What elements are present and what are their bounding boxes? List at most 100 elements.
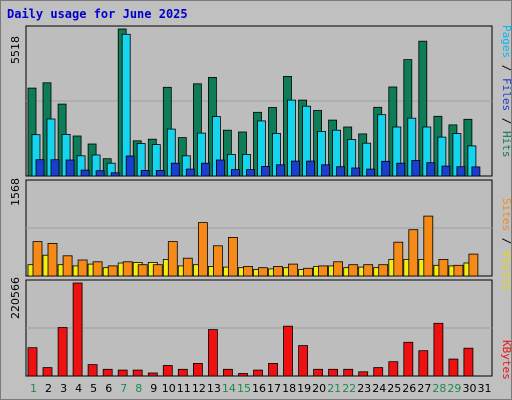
bar-sites-day-15	[243, 266, 253, 277]
bar-sites-day-16	[258, 267, 268, 277]
panel-visits-side-legend: Sites / Visits	[500, 198, 512, 291]
x-tick-day-10: 10	[162, 382, 176, 395]
bar-pages-day-19	[306, 160, 316, 177]
x-tick-day-25: 25	[387, 382, 401, 395]
bars	[27, 28, 481, 377]
bar-kbytes-day-27	[418, 350, 429, 377]
x-tick-day-7: 7	[120, 382, 127, 395]
legend-separator: /	[500, 58, 512, 78]
bar-sites-day-29	[453, 264, 464, 277]
x-tick-day-12: 12	[192, 382, 206, 395]
bar-kbytes-day-3	[57, 327, 68, 377]
bar-pages-day-2	[50, 159, 60, 177]
bar-sites-day-6	[107, 265, 118, 277]
bar-kbytes-day-18	[283, 325, 293, 377]
bar-kbytes-day-14	[222, 368, 233, 377]
x-tick-day-22: 22	[342, 382, 356, 395]
bar-pages-day-7	[125, 155, 135, 177]
bar-sites-day-25	[393, 241, 404, 277]
bar-kbytes-day-25	[388, 361, 399, 377]
x-tick-day-28: 28	[432, 382, 446, 395]
bar-kbytes-day-26	[403, 341, 414, 377]
bar-pages-day-29	[456, 166, 466, 177]
legend-sites: Sites	[500, 198, 512, 231]
bar-pages-day-6	[110, 172, 120, 177]
x-tick-day-9: 9	[150, 382, 157, 395]
bar-pages-day-18	[291, 160, 300, 177]
x-tick-day-16: 16	[252, 382, 266, 395]
bar-kbytes-day-23	[358, 371, 369, 377]
bar-pages-day-12	[200, 162, 210, 177]
bar-pages-day-20	[321, 164, 331, 177]
x-tick-day-14: 14	[222, 382, 236, 395]
bar-files-day-7	[121, 33, 131, 177]
bar-kbytes-day-8	[132, 369, 143, 377]
bar-sites-day-18	[288, 263, 298, 277]
bar-sites-day-1	[32, 241, 43, 277]
bar-pages-day-3	[65, 159, 75, 177]
bar-kbytes-day-10	[162, 365, 173, 377]
bar-kbytes-day-19	[298, 345, 309, 377]
x-tick-day-29: 29	[447, 382, 461, 395]
bar-kbytes-day-17	[268, 362, 278, 377]
bar-kbytes-day-22	[343, 368, 354, 377]
x-tick-day-18: 18	[282, 382, 296, 395]
bar-pages-day-28	[441, 165, 451, 177]
bar-sites-day-30	[468, 253, 479, 277]
bar-kbytes-day-6	[102, 368, 113, 377]
bar-kbytes-day-28	[433, 322, 444, 377]
bar-sites-day-8	[137, 264, 148, 277]
bar-sites-day-19	[303, 267, 314, 277]
bar-sites-day-24	[378, 264, 389, 277]
bar-sites-day-2	[47, 242, 58, 277]
bar-sites-day-26	[408, 229, 419, 277]
bar-kbytes-day-9	[147, 372, 158, 377]
x-tick-day-6: 6	[105, 382, 112, 395]
bar-pages-day-16	[261, 165, 270, 177]
bar-pages-day-26	[411, 160, 421, 177]
bar-kbytes-day-5	[87, 364, 98, 377]
bar-sites-day-23	[363, 264, 374, 277]
bar-pages-day-9	[155, 169, 165, 177]
bar-sites-day-10	[167, 241, 178, 277]
bar-sites-day-27	[423, 215, 434, 277]
x-tick-day-21: 21	[327, 382, 341, 395]
legend-kbytes: KBytes	[500, 340, 512, 380]
legend-hits: Hits	[500, 131, 512, 158]
bar-sites-day-13	[212, 245, 223, 277]
bar-sites-day-21	[333, 261, 344, 277]
bar-pages-day-14	[230, 169, 240, 177]
legend-files: Files	[500, 78, 512, 111]
bar-kbytes-day-15	[238, 373, 248, 377]
bar-kbytes-day-7	[117, 369, 128, 377]
x-tick-day-27: 27	[417, 382, 431, 395]
bar-kbytes-day-12	[192, 362, 203, 377]
bar-pages-day-13	[215, 159, 225, 177]
x-tick-day-13: 13	[207, 382, 221, 395]
x-tick-day-26: 26	[402, 382, 416, 395]
x-tick-day-4: 4	[75, 382, 82, 395]
bar-pages-day-23	[366, 168, 376, 177]
x-tick-day-3: 3	[60, 382, 67, 395]
bar-kbytes-day-29	[448, 358, 459, 377]
bar-pages-day-10	[170, 162, 180, 177]
x-tick-day-17: 17	[267, 382, 281, 395]
bar-kbytes-day-13	[207, 329, 218, 377]
bar-sites-day-17	[273, 266, 283, 277]
x-tick-day-19: 19	[297, 382, 311, 395]
x-tick-day-8: 8	[135, 382, 142, 395]
bar-pages-day-17	[276, 164, 285, 177]
bar-sites-day-28	[438, 258, 449, 277]
x-tick-day-20: 20	[312, 382, 326, 395]
legend-pages: Pages	[500, 25, 512, 58]
bar-sites-day-14	[227, 236, 238, 277]
bar-kbytes-day-30	[463, 347, 474, 377]
x-tick-day-31: 31	[478, 382, 492, 395]
bar-kbytes-day-21	[328, 368, 339, 377]
bar-sites-day-3	[62, 255, 73, 277]
bar-kbytes-day-1	[27, 347, 38, 377]
x-tick-day-24: 24	[372, 382, 386, 395]
bar-sites-day-9	[152, 264, 163, 277]
bar-sites-day-7	[122, 261, 133, 277]
